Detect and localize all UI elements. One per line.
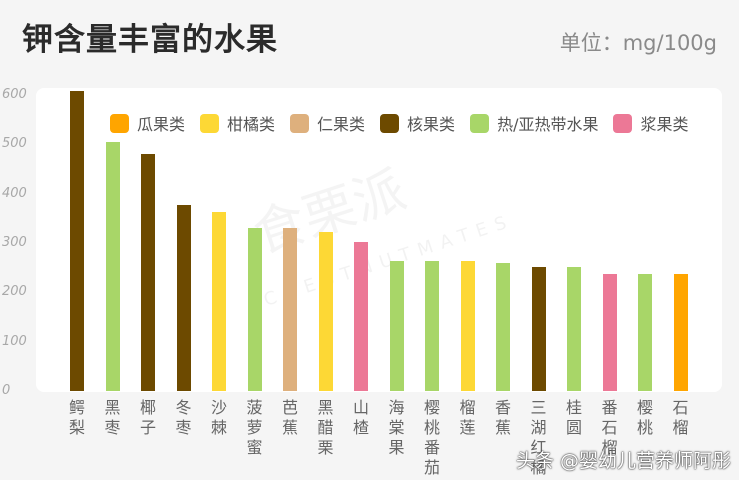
bar: [212, 212, 226, 391]
legend-item: 柑橘类: [200, 111, 275, 135]
legend-item: 浆果类: [613, 111, 688, 135]
page-title: 钾含量丰富的水果: [22, 22, 278, 58]
y-tick-label: 200: [2, 284, 27, 300]
x-tick-label: 黑枣: [104, 398, 121, 437]
y-tick-label: 400: [2, 185, 27, 201]
bar: [105, 142, 120, 391]
legend-item: 核果类: [380, 111, 455, 135]
x-tick-label: 石榴: [672, 398, 689, 437]
x-tick-label: 番石榴: [601, 398, 618, 457]
legend-swatch: [110, 113, 129, 133]
x-tick-label: 香蕉: [494, 398, 511, 437]
y-tick-label: 500: [2, 136, 27, 152]
bar: [141, 153, 155, 391]
bar: [318, 231, 333, 391]
x-tick-label: 椰子: [139, 398, 156, 437]
x-tick-label: 海棠果: [388, 398, 405, 457]
x-tick-label: 鳄梨: [68, 398, 85, 437]
x-tick-label: 黑醋栗: [317, 398, 334, 457]
legend-label: 柑橘类: [227, 115, 276, 134]
x-tick-label: 冬枣: [175, 398, 192, 437]
x-tick-label: 樱桃番茄: [423, 398, 440, 477]
bar: [247, 227, 262, 391]
bar: [283, 228, 297, 391]
bar: [496, 262, 510, 391]
x-tick-label: 樱桃: [636, 398, 653, 437]
y-tick-label: 600: [2, 87, 27, 102]
bar: [425, 261, 439, 391]
bar: [567, 267, 581, 391]
legend-item: 热/亚热带水果: [470, 111, 598, 135]
unit-label: 单位：mg/100g: [559, 31, 717, 55]
x-tick-label: 芭蕉: [281, 398, 298, 437]
legend: 瓜果类 柑橘类 仁果类 核果类 热/亚热带水果 浆果类: [110, 111, 703, 135]
legend-swatch: [470, 113, 490, 133]
bar: [460, 261, 475, 391]
bar: [389, 261, 404, 391]
legend-swatch: [290, 113, 310, 133]
bar: [354, 241, 368, 391]
bar: [602, 274, 617, 391]
x-tick-label: 沙棘: [210, 398, 227, 437]
legend-label: 瓜果类: [137, 115, 186, 134]
y-tick-label: 100: [2, 333, 27, 349]
y-tick-label: 300: [2, 235, 27, 250]
y-tick-label: 0: [2, 383, 11, 398]
legend-label: 浆果类: [640, 115, 689, 134]
legend-swatch: [200, 113, 220, 133]
x-tick-label: 山楂: [352, 398, 369, 437]
x-tick-label: 菠萝蜜: [246, 398, 263, 457]
bar: [638, 274, 652, 391]
legend-swatch: [380, 113, 400, 133]
bar: [531, 266, 546, 391]
legend-swatch: [613, 113, 633, 133]
legend-label: 核果类: [407, 115, 456, 134]
legend-item: 瓜果类: [110, 111, 185, 135]
bar: [176, 204, 191, 391]
legend-item: 仁果类: [290, 111, 365, 135]
legend-label: 热/亚热带水果: [497, 115, 599, 134]
legend-label: 仁果类: [317, 115, 366, 134]
x-tick-label: 榴莲: [459, 398, 476, 437]
credit-watermark: 头条 @婴幼儿营养师阿彤: [516, 450, 732, 472]
x-tick-label: 桂圆: [565, 398, 582, 437]
bar: [70, 91, 84, 391]
x-tick-label: 三湖红橘: [530, 398, 547, 477]
bar: [673, 274, 688, 391]
